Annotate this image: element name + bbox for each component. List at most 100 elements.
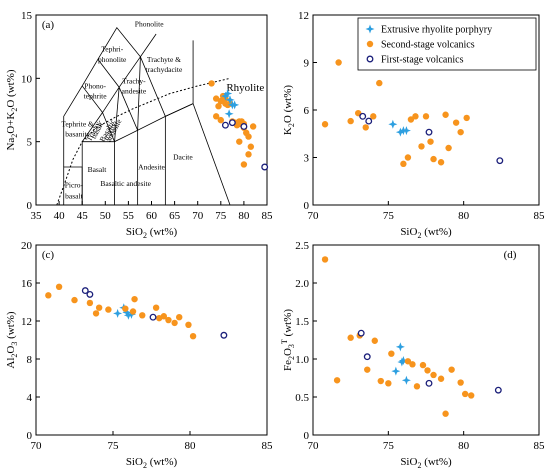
x-tick-label: 40 [54, 210, 66, 222]
tas-field-label: Phonolite [135, 19, 164, 28]
x-tick-label: 70 [31, 440, 43, 452]
second-stage-point [152, 304, 160, 311]
y-tick-label: 12 [21, 316, 32, 328]
porphyry-point [122, 307, 132, 317]
second-stage-point [457, 379, 464, 386]
y-tick-label: 1.5 [295, 316, 309, 328]
second-stage-point [321, 256, 329, 263]
first-stage-point [86, 290, 94, 298]
tas-field-lines [63, 26, 231, 206]
x-tick-label: 70 [308, 440, 320, 452]
tas-field-label: trachydacite [146, 65, 183, 74]
first-stage-point [425, 128, 433, 136]
x-tick-label: 50 [100, 210, 112, 222]
x-tick-label: 70 [192, 210, 204, 222]
tas-field-label: Picro- [65, 180, 84, 189]
second-stage-point [468, 392, 475, 399]
second-stage-point [45, 292, 52, 299]
second-stage-point [437, 375, 445, 382]
second-stage-point [448, 366, 455, 373]
y-tick-label: 12 [298, 10, 309, 22]
x-axis-label: SiO2 (wt%) [400, 456, 452, 470]
porphyry-point [395, 342, 405, 352]
tas-field-label: Tephri- [101, 45, 123, 54]
second-stage-point [437, 159, 445, 166]
series-first-stage-volcanics [221, 119, 269, 171]
panel-d: 70 75 80 85 0 0.5 1.0 1.5 2.0 2.5 SiO2 (wt%) Fe2O3T… [280, 240, 545, 470]
porphyry-point [401, 375, 411, 385]
y-tick-label: 10 [21, 73, 33, 85]
second-stage-point [189, 333, 197, 340]
series-second-stage-volcanics [321, 256, 475, 417]
x-tick-label: 80 [458, 210, 470, 222]
second-stage-point [347, 334, 354, 341]
porphyry-point [388, 119, 398, 129]
x-tick-label: 55 [123, 210, 135, 222]
porphyry-point [365, 24, 375, 34]
second-stage-point [422, 113, 430, 120]
x-tick-label: 85 [262, 210, 274, 222]
porphyry-point [230, 100, 240, 110]
first-stage-point [228, 119, 236, 127]
porphyry-point [395, 127, 405, 137]
series-extrusive-rhyolite-porphyry [388, 119, 411, 137]
legend-box [357, 17, 537, 71]
x-tick-label: 65 [169, 210, 181, 222]
x-tick-label: 75 [108, 440, 120, 452]
x-tick-label: 75 [383, 440, 395, 452]
tas-boundary [81, 85, 103, 113]
series-extrusive-rhyolite-porphyry [220, 89, 240, 119]
second-stage-point [364, 366, 371, 373]
series-first-stage-volcanics [359, 112, 504, 165]
second-stage-point [171, 319, 178, 327]
tas-boundary [165, 40, 194, 117]
second-stage-point [404, 358, 412, 365]
second-stage-point [400, 160, 407, 168]
second-stage-point [388, 350, 395, 357]
second-stage-point [335, 59, 342, 66]
first-stage-point [357, 329, 365, 337]
second-stage-point [165, 316, 172, 324]
y-tick-label: 0 [27, 430, 33, 442]
panel-label: (d) [504, 249, 517, 261]
second-stage-point [245, 133, 252, 140]
second-stage-point [217, 116, 224, 124]
x-tick-label: 80 [185, 440, 197, 452]
plot-frame [35, 14, 268, 206]
second-stage-point [412, 113, 419, 120]
series-first-stage-volcanics [81, 287, 228, 339]
second-stage-point [129, 308, 137, 315]
x-tick-label: 70 [308, 210, 320, 222]
second-stage-point [407, 116, 415, 123]
x-tick-label: 85 [262, 440, 274, 452]
second-stage-point [442, 410, 449, 417]
porphyry-point [220, 91, 230, 101]
second-stage-point [333, 377, 341, 384]
tas-field-label-rhyolite: Rhyolite [226, 82, 264, 94]
second-stage-point [247, 143, 255, 150]
second-stage-point [430, 155, 437, 163]
tas-field-label: Dacite [173, 152, 193, 161]
y-axis-label: Al2O3 (wt%) [5, 311, 19, 369]
second-stage-point [347, 117, 354, 125]
second-stage-point [418, 143, 425, 150]
x-tick-label: 85 [534, 210, 546, 222]
y-axis-label: Na2O+K2O (wt%) [5, 69, 19, 150]
x-tick-label: 80 [458, 440, 470, 452]
porphyry-point [401, 126, 411, 136]
x-tick-label: 60 [146, 210, 158, 222]
second-stage-point [71, 296, 78, 304]
y-tick-label: 15 [21, 10, 33, 22]
second-stage-point [245, 151, 252, 158]
x-tick-label: 80 [238, 210, 250, 222]
second-stage-point [457, 128, 464, 136]
legend-entry: Second-stage volcanics [381, 40, 475, 51]
second-stage-point [215, 103, 222, 110]
y-tick-label: 1.0 [295, 354, 309, 366]
first-stage-point [366, 55, 374, 63]
second-stage-point [176, 314, 183, 321]
first-stage-point [149, 313, 157, 321]
tas-boundary [114, 87, 120, 142]
porphyry-point [225, 95, 235, 105]
